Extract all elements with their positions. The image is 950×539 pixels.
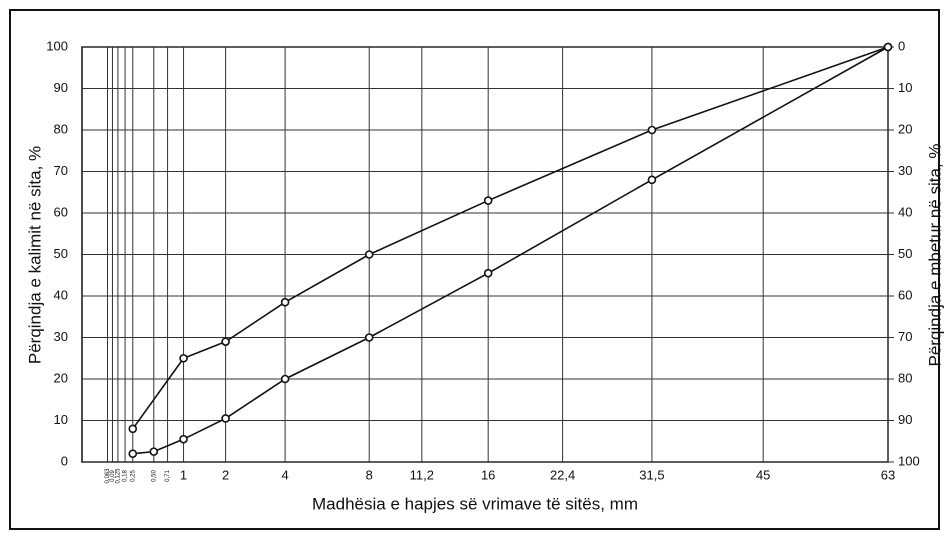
y2-tick-label: 70 — [898, 329, 912, 344]
x-axis-label: Madhësia e hapjes së vrimave të sitës, m… — [312, 494, 638, 513]
point-marker — [128, 449, 138, 459]
x-tick-label: 63 — [881, 467, 895, 482]
x-tick-label: 22,4 — [550, 467, 575, 482]
y-tick-label: 70 — [54, 163, 68, 178]
x-tick-label: 4 — [281, 467, 288, 482]
point-marker — [483, 196, 493, 205]
y-tick-label: 20 — [54, 370, 68, 385]
y-tick-label: 40 — [54, 287, 68, 302]
x-tick-label: 0,063 — [105, 468, 111, 484]
y-tick-label: 0 — [61, 453, 68, 468]
y2-tick-label: 100 — [898, 453, 920, 468]
frame — [9, 9, 940, 530]
point-marker — [883, 42, 893, 52]
y2-tick-label: 10 — [898, 80, 912, 95]
point-marker — [280, 297, 290, 307]
point-marker — [280, 374, 290, 384]
point-marker — [179, 353, 188, 363]
point-marker — [647, 175, 657, 185]
point-marker — [221, 337, 230, 346]
y2-tick-label: 30 — [898, 163, 912, 178]
x-tick-label: 1 — [180, 467, 187, 482]
x-tick-label: 0,71 — [165, 470, 171, 482]
y-tick-label: 90 — [54, 80, 68, 95]
y2-tick-label: 40 — [898, 204, 912, 219]
x-tick-label: 31,5 — [639, 467, 664, 482]
x-tick-label: 0,25 — [130, 470, 136, 482]
point-marker — [647, 125, 657, 135]
y2-axis-label: Përqindja e mbetur në sita, % — [925, 143, 944, 366]
x-tick-label: 8 — [366, 467, 373, 482]
y2-tick-label: 80 — [898, 370, 912, 385]
series-line — [132, 46, 889, 455]
x-tick-label: 11,2 — [410, 467, 434, 482]
point-marker — [483, 268, 493, 278]
y-axis-label: Përqindja e kalimit në sita, % — [25, 146, 44, 364]
y2-tick-label: 90 — [898, 412, 912, 427]
x-tick-label: 0,18 — [123, 470, 129, 482]
point-marker — [149, 447, 159, 456]
point-marker — [364, 333, 374, 342]
y-tick-label: 30 — [54, 329, 68, 344]
series-line — [132, 46, 889, 430]
point-marker — [179, 434, 188, 444]
y-tick-label: 10 — [54, 412, 68, 427]
x-tick-label: 2 — [222, 467, 229, 482]
x-tick-label: 0,125 — [115, 468, 121, 484]
y-tick-label: 60 — [54, 204, 68, 219]
y2-tick-label: 60 — [898, 287, 912, 302]
y2-tick-label: 0 — [898, 38, 905, 53]
x-tick-label: 16 — [481, 467, 495, 482]
point-marker — [221, 414, 230, 423]
y-tick-label: 100 — [46, 38, 68, 53]
y-tick-label: 80 — [54, 121, 68, 136]
y2-tick-label: 50 — [898, 246, 912, 261]
x-tick-label: 45 — [756, 467, 770, 482]
y2-tick-label: 20 — [898, 121, 912, 136]
point-marker — [364, 250, 374, 259]
x-tick-label: 0,50 — [151, 470, 157, 482]
y-tick-label: 50 — [54, 246, 68, 261]
point-marker — [128, 424, 138, 434]
x-tick-label: 0,09 — [110, 470, 116, 482]
